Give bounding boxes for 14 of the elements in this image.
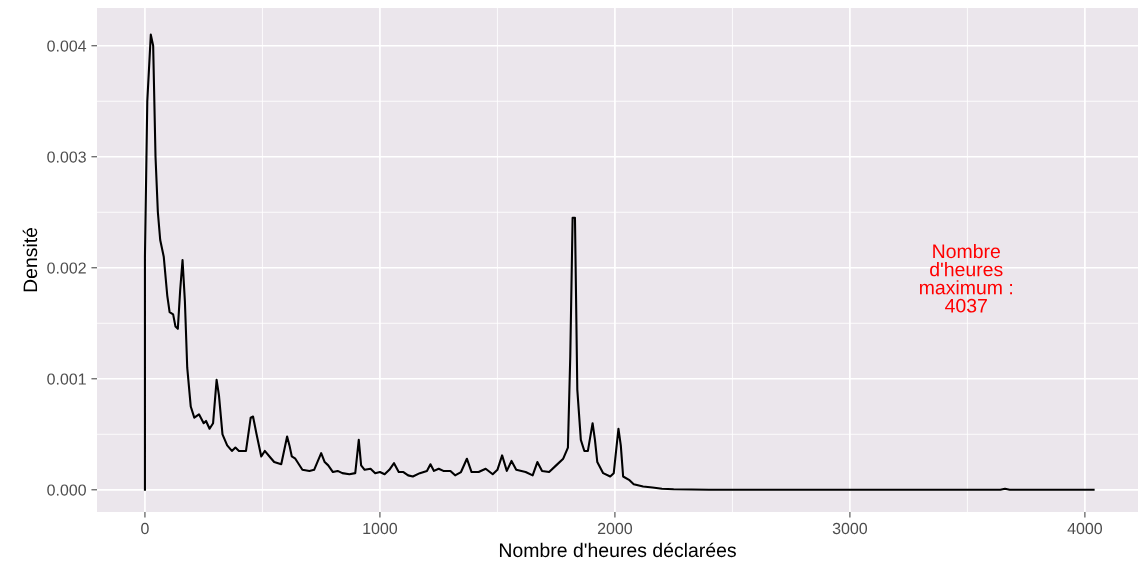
x-tick-label: 3000 <box>832 522 868 535</box>
y-axis-title: Densité <box>22 227 38 292</box>
y-tick-label: 0.002 <box>47 262 86 274</box>
x-axis-title: Nombre d'heures déclarées <box>499 542 736 558</box>
y-tick-label: 0.001 <box>47 373 86 385</box>
annotation: Nombre d'heures maximum : 4037 <box>920 243 1012 313</box>
x-tick-label: 4000 <box>1067 522 1103 535</box>
x-tick-label: 2000 <box>597 522 633 535</box>
y-tick-label: 0.000 <box>47 484 86 496</box>
y-tick-label: 0.003 <box>47 151 86 163</box>
x-tick-label: 1000 <box>363 522 398 535</box>
line-series <box>143 33 1095 491</box>
x-tick-label: 0 <box>141 522 149 535</box>
y-tick-label: 0.004 <box>47 40 87 52</box>
